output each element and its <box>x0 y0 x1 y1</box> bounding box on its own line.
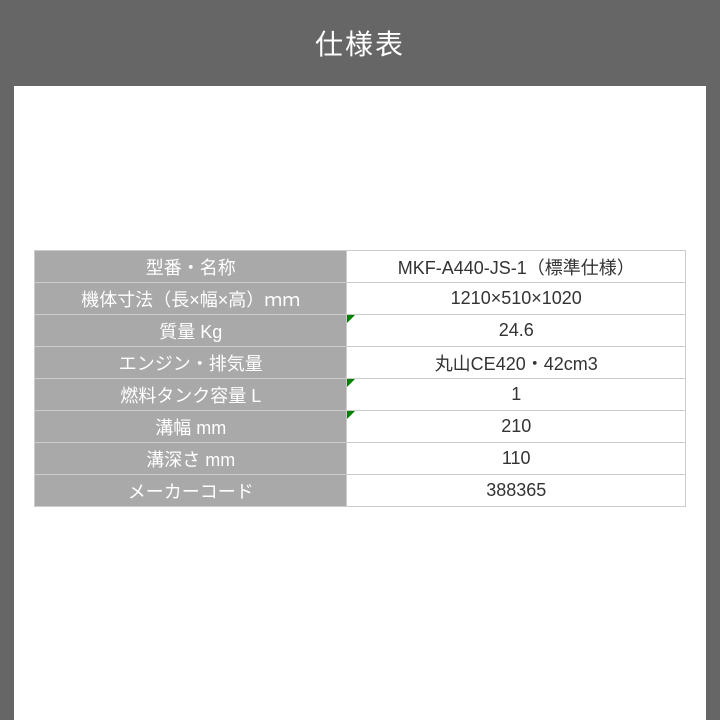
spec-label: 溝深さ mm <box>35 443 347 475</box>
table-row: メーカーコード 388365 <box>35 475 686 507</box>
page-header: 仕様表 <box>0 0 720 86</box>
spec-value: 1210×510×1020 <box>347 283 686 315</box>
content-area: 型番・名称 MKF-A440-JS-1（標準仕様） 機体寸法（長×幅×高）ｍｍ … <box>14 86 706 720</box>
spec-value: 1 <box>347 379 686 411</box>
table-row: エンジン・排気量 丸山CE420・42cm3 <box>35 347 686 379</box>
spec-label: メーカーコード <box>35 475 347 507</box>
page-title: 仕様表 <box>315 23 405 63</box>
spec-value: 24.6 <box>347 315 686 347</box>
spec-label: 型番・名称 <box>35 251 347 283</box>
spec-table: 型番・名称 MKF-A440-JS-1（標準仕様） 機体寸法（長×幅×高）ｍｍ … <box>34 250 686 507</box>
spec-table-body: 型番・名称 MKF-A440-JS-1（標準仕様） 機体寸法（長×幅×高）ｍｍ … <box>35 251 686 507</box>
table-row: 機体寸法（長×幅×高）ｍｍ 1210×510×1020 <box>35 283 686 315</box>
spec-label: エンジン・排気量 <box>35 347 347 379</box>
spec-label: 燃料タンク容量 L <box>35 379 347 411</box>
spec-value: 210 <box>347 411 686 443</box>
table-row: 溝幅 mm 210 <box>35 411 686 443</box>
spec-value: 388365 <box>347 475 686 507</box>
table-row: 溝深さ mm 110 <box>35 443 686 475</box>
content-wrapper: 型番・名称 MKF-A440-JS-1（標準仕様） 機体寸法（長×幅×高）ｍｍ … <box>0 86 720 720</box>
spec-value: MKF-A440-JS-1（標準仕様） <box>347 251 686 283</box>
spec-value: 110 <box>347 443 686 475</box>
spec-label: 質量 Kg <box>35 315 347 347</box>
spec-label: 機体寸法（長×幅×高）ｍｍ <box>35 283 347 315</box>
spec-label: 溝幅 mm <box>35 411 347 443</box>
spec-value: 丸山CE420・42cm3 <box>347 347 686 379</box>
table-row: 型番・名称 MKF-A440-JS-1（標準仕様） <box>35 251 686 283</box>
table-row: 燃料タンク容量 L 1 <box>35 379 686 411</box>
table-row: 質量 Kg 24.6 <box>35 315 686 347</box>
